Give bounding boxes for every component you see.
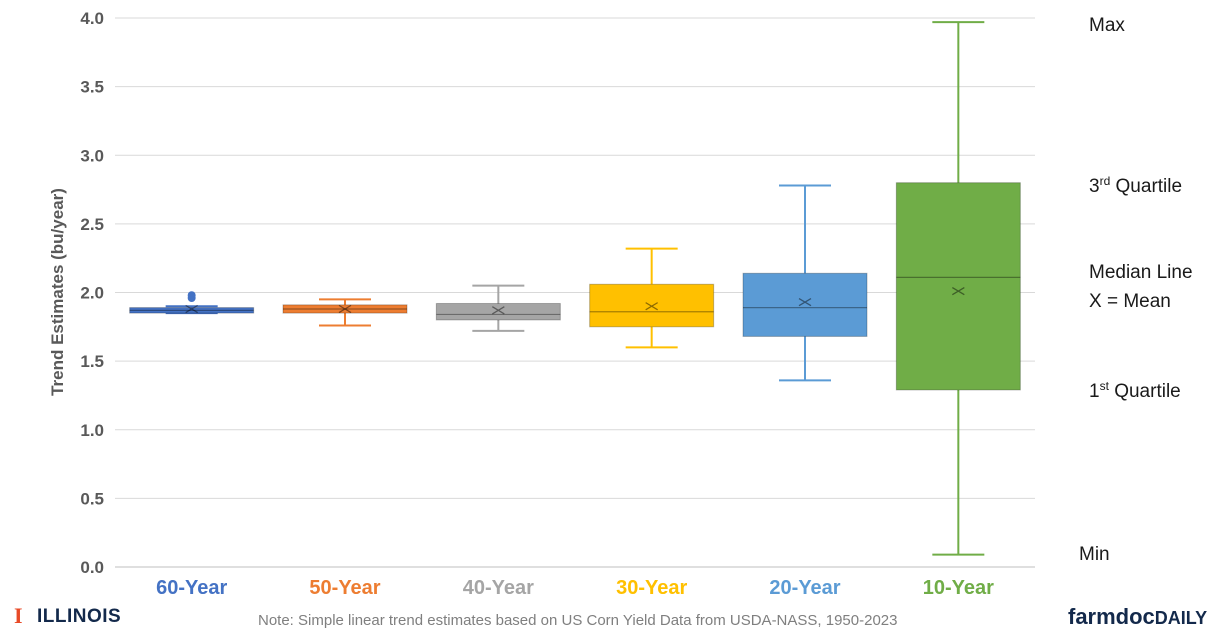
iqr-box	[742, 272, 868, 337]
x-category-label: 50-Year	[309, 577, 380, 599]
iqr-box	[282, 304, 408, 314]
illinois-block-i-icon: I	[14, 603, 23, 628]
y-tick-label: 2.5	[80, 215, 104, 234]
mean-marker	[338, 304, 352, 314]
box-20-year	[742, 184, 868, 382]
annot-min: Min	[1079, 544, 1110, 565]
x-category-label: 20-Year	[769, 577, 840, 599]
annot-max: Max	[1089, 15, 1125, 36]
chart-footnote: Note: Simple linear trend estimates base…	[258, 612, 897, 629]
y-axis-title: Trend Estimates (bu/year)	[48, 188, 67, 396]
box-30-year	[589, 247, 715, 349]
box-50-year	[282, 298, 408, 327]
box-10-year	[895, 21, 1021, 556]
mean-marker	[185, 304, 199, 314]
y-tick-label: 0.0	[80, 558, 104, 577]
x-category-label: 60-Year	[156, 577, 227, 599]
annot-mean: X = Mean	[1089, 291, 1171, 312]
iqr-box	[129, 307, 255, 314]
mean-marker	[491, 306, 505, 315]
boxes	[129, 21, 1021, 556]
annot-first-quartile: 1st Quartile	[1089, 379, 1181, 402]
x-category-label: 30-Year	[616, 577, 687, 599]
annot-third-quartile: 3rd Quartile	[1089, 174, 1182, 197]
y-tick-label: 1.0	[80, 421, 104, 440]
mean-marker	[951, 286, 965, 296]
box-40-year	[435, 284, 561, 332]
x-axis-categories: 60-Year 50-Year 40-Year 30-Year 20-Year 10-Ye…	[156, 577, 994, 599]
y-tick-label: 4.0	[80, 9, 104, 28]
illinois-logo: I ILLINOIS	[14, 603, 121, 628]
gridlines	[115, 17, 1035, 568]
y-tick-label: 0.5	[80, 489, 104, 508]
illinois-wordmark: ILLINOIS	[37, 606, 121, 627]
iqr-box	[435, 302, 561, 321]
y-tick-label: 2.0	[80, 284, 104, 303]
mean-marker	[798, 297, 812, 307]
y-axis-ticks: 0.0 0.5 1.0 1.5 2.0 2.5 3.0 3.5 4.0	[80, 9, 104, 577]
x-category-label: 10-Year	[923, 577, 994, 599]
y-tick-label: 3.5	[80, 78, 104, 97]
annot-median-line: Median Line	[1089, 262, 1193, 283]
x-category-label: 40-Year	[463, 577, 534, 599]
farmdoc-daily-logo: farmdocDAILY	[1068, 604, 1207, 629]
iqr-box	[895, 182, 1021, 391]
legend-annotations: Max 3rd Quartile Median Line X = Mean 1s…	[1079, 15, 1193, 565]
farmdoc-wordmark: farmdocDAILY	[1068, 604, 1207, 629]
box-60-year	[129, 291, 255, 315]
y-tick-label: 3.0	[80, 146, 104, 165]
outlier-point	[187, 291, 196, 300]
mean-marker	[645, 302, 659, 311]
y-tick-label: 1.5	[80, 352, 104, 371]
iqr-box	[589, 283, 715, 328]
